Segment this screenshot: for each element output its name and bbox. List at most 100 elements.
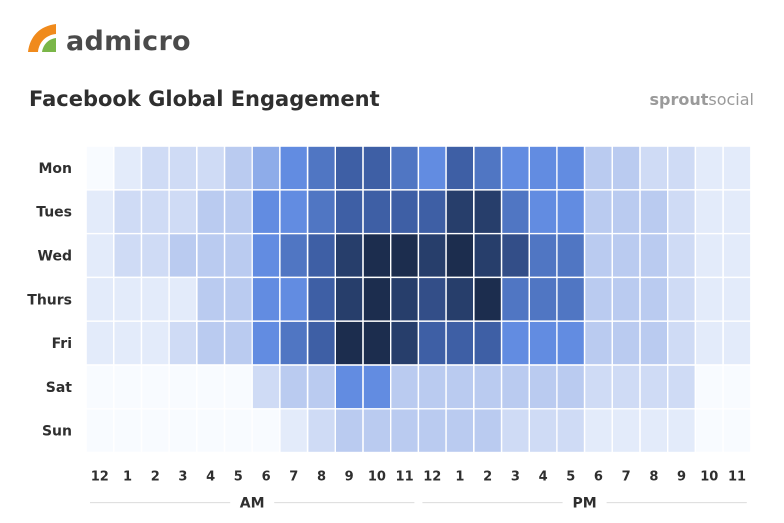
heatmap-cell bbox=[502, 321, 529, 365]
heatmap-cell bbox=[696, 365, 723, 409]
heatmap-cell bbox=[419, 321, 446, 365]
heatmap-cell bbox=[363, 321, 390, 365]
heatmap-cell bbox=[114, 234, 141, 277]
heatmap-cell bbox=[225, 190, 252, 233]
heatmap-cell bbox=[668, 190, 695, 233]
logo-green-leaf bbox=[42, 38, 56, 52]
heatmap-cell bbox=[723, 409, 751, 452]
heatmap-cell bbox=[446, 278, 473, 321]
heatmap-cell bbox=[696, 409, 723, 452]
column-label: 5 bbox=[566, 470, 575, 485]
heatmap-cell bbox=[280, 234, 307, 277]
heatmap-cell bbox=[474, 234, 501, 277]
heatmap-cell bbox=[336, 278, 363, 321]
heatmap-cell bbox=[252, 409, 280, 452]
logo-text: admicro bbox=[66, 26, 191, 57]
heatmap-cell bbox=[114, 190, 141, 233]
heatmap-cell bbox=[723, 321, 751, 365]
heatmap-cell bbox=[142, 409, 169, 452]
heatmap-cell bbox=[585, 365, 612, 409]
column-label: 4 bbox=[539, 470, 548, 485]
heatmap-cell bbox=[169, 146, 196, 190]
heatmap-cell bbox=[225, 321, 252, 365]
heatmap-cell bbox=[723, 365, 751, 409]
heatmap-cell bbox=[585, 234, 612, 277]
admicro-logo bbox=[28, 24, 56, 52]
heatmap-cell bbox=[308, 409, 335, 452]
heatmap-cell bbox=[640, 234, 667, 277]
heatmap-cell bbox=[502, 234, 529, 277]
column-label: 4 bbox=[206, 470, 215, 485]
heatmap-cell bbox=[336, 190, 363, 233]
heatmap-cell bbox=[585, 278, 612, 321]
heatmap-cell bbox=[557, 409, 584, 452]
heatmap-cell bbox=[142, 321, 169, 365]
heatmap-cell bbox=[613, 234, 640, 277]
column-label: 10 bbox=[368, 470, 386, 485]
heatmap-cell bbox=[308, 234, 335, 277]
heatmap-cell bbox=[252, 365, 280, 409]
heatmap-cell bbox=[640, 409, 667, 452]
heatmap-cell bbox=[225, 146, 252, 190]
heatmap-cell bbox=[169, 278, 196, 321]
heatmap-cell bbox=[308, 321, 335, 365]
column-label: 12 bbox=[91, 470, 109, 485]
column-label: 8 bbox=[649, 470, 658, 485]
heatmap-cell bbox=[613, 409, 640, 452]
heatmap-cell bbox=[474, 321, 501, 365]
heatmap-cell bbox=[308, 365, 335, 409]
heatmap-cell bbox=[336, 409, 363, 452]
heatmap-cell bbox=[280, 321, 307, 365]
heatmap-cell bbox=[197, 190, 224, 233]
heatmap-cell bbox=[530, 190, 557, 233]
heatmap-cell bbox=[613, 190, 640, 233]
heatmap-cell bbox=[391, 278, 418, 321]
column-label: 11 bbox=[396, 470, 414, 485]
heatmap-cell bbox=[502, 365, 529, 409]
brand-bold: sprout bbox=[649, 90, 709, 109]
heatmap-cell bbox=[225, 365, 252, 409]
heatmap-cell bbox=[530, 234, 557, 277]
heatmap-cell bbox=[86, 409, 113, 452]
row-label: Tues bbox=[36, 205, 72, 221]
column-label: 9 bbox=[677, 470, 686, 485]
column-label: 7 bbox=[622, 470, 631, 485]
heatmap-cell bbox=[446, 146, 473, 190]
heatmap-cell bbox=[308, 278, 335, 321]
row-label: Wed bbox=[38, 249, 72, 265]
heatmap-cell bbox=[640, 278, 667, 321]
heatmap-cell bbox=[585, 321, 612, 365]
heatmap-cell bbox=[530, 321, 557, 365]
heatmap-cell bbox=[114, 409, 141, 452]
heatmap-cell bbox=[169, 234, 196, 277]
column-label: 12 bbox=[423, 470, 441, 485]
heatmap-cell bbox=[363, 146, 390, 190]
column-label: 3 bbox=[178, 470, 187, 485]
heatmap-cell bbox=[280, 146, 307, 190]
heatmap-cell bbox=[446, 409, 473, 452]
column-label: 2 bbox=[151, 470, 160, 485]
heatmap-cell bbox=[197, 278, 224, 321]
heatmap-cell bbox=[557, 190, 584, 233]
heatmap-cell bbox=[86, 146, 113, 190]
row-label: Fri bbox=[52, 336, 72, 352]
heatmap-cell bbox=[502, 278, 529, 321]
heatmap-cell bbox=[419, 409, 446, 452]
column-label: 8 bbox=[317, 470, 326, 485]
heatmap-cell bbox=[446, 190, 473, 233]
heatmap-cell bbox=[197, 409, 224, 452]
heatmap-cell bbox=[336, 321, 363, 365]
heatmap-cell bbox=[363, 409, 390, 452]
heatmap-cell bbox=[640, 365, 667, 409]
heatmap-cell bbox=[557, 234, 584, 277]
heatmap-cell bbox=[585, 146, 612, 190]
heatmap-cell bbox=[142, 365, 169, 409]
column-label: 5 bbox=[234, 470, 243, 485]
heatmap-cell bbox=[86, 278, 113, 321]
heatmap-cell bbox=[86, 365, 113, 409]
heatmap-cell bbox=[640, 190, 667, 233]
heatmap-cell bbox=[613, 321, 640, 365]
heatmap-cell bbox=[142, 234, 169, 277]
heatmap-cell bbox=[419, 146, 446, 190]
heatmap-cell bbox=[308, 190, 335, 233]
